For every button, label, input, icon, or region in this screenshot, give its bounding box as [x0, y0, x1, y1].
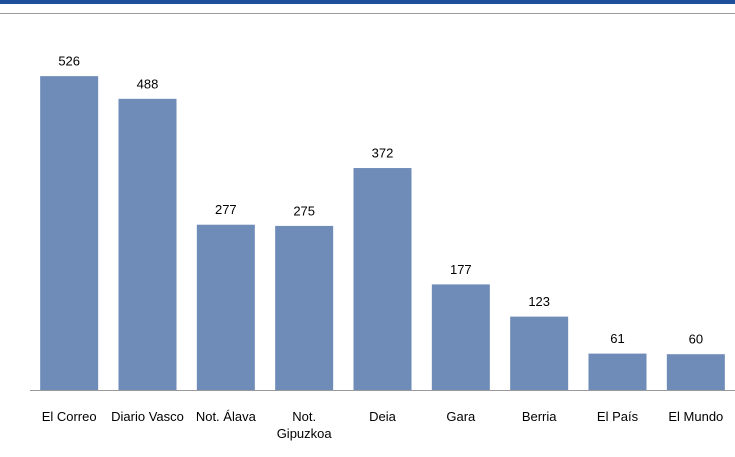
bar [588, 353, 647, 390]
bar [118, 98, 177, 391]
data-label: 61 [610, 331, 624, 346]
data-label: 275 [293, 203, 315, 218]
x-tick-label: Deia [369, 409, 396, 424]
bar [196, 224, 255, 390]
bar [275, 225, 334, 390]
x-tick-label: El País [596, 409, 639, 424]
data-label: 526 [58, 54, 80, 69]
data-label: 277 [215, 202, 237, 217]
bar [510, 316, 569, 390]
data-label: 177 [450, 262, 472, 277]
x-tick-label: El Correo [41, 409, 97, 424]
x-tick-label: El Mundo [668, 409, 724, 424]
data-label: 488 [137, 76, 159, 91]
x-tick-label: Not. Álava [195, 409, 256, 424]
bar [666, 354, 725, 390]
data-label: 123 [528, 294, 550, 309]
title-remnant [0, 0, 735, 4]
x-tick-label: Not. Gipuzkoa [276, 409, 332, 441]
bar [353, 168, 412, 390]
x-tick-label: Gara [446, 409, 476, 424]
bar [40, 76, 99, 391]
bar [431, 284, 490, 390]
x-tick-label: Diario Vasco [111, 409, 184, 424]
data-label: 372 [372, 145, 394, 160]
x-tick-label: Berria [521, 409, 557, 424]
data-label: 60 [689, 332, 703, 347]
